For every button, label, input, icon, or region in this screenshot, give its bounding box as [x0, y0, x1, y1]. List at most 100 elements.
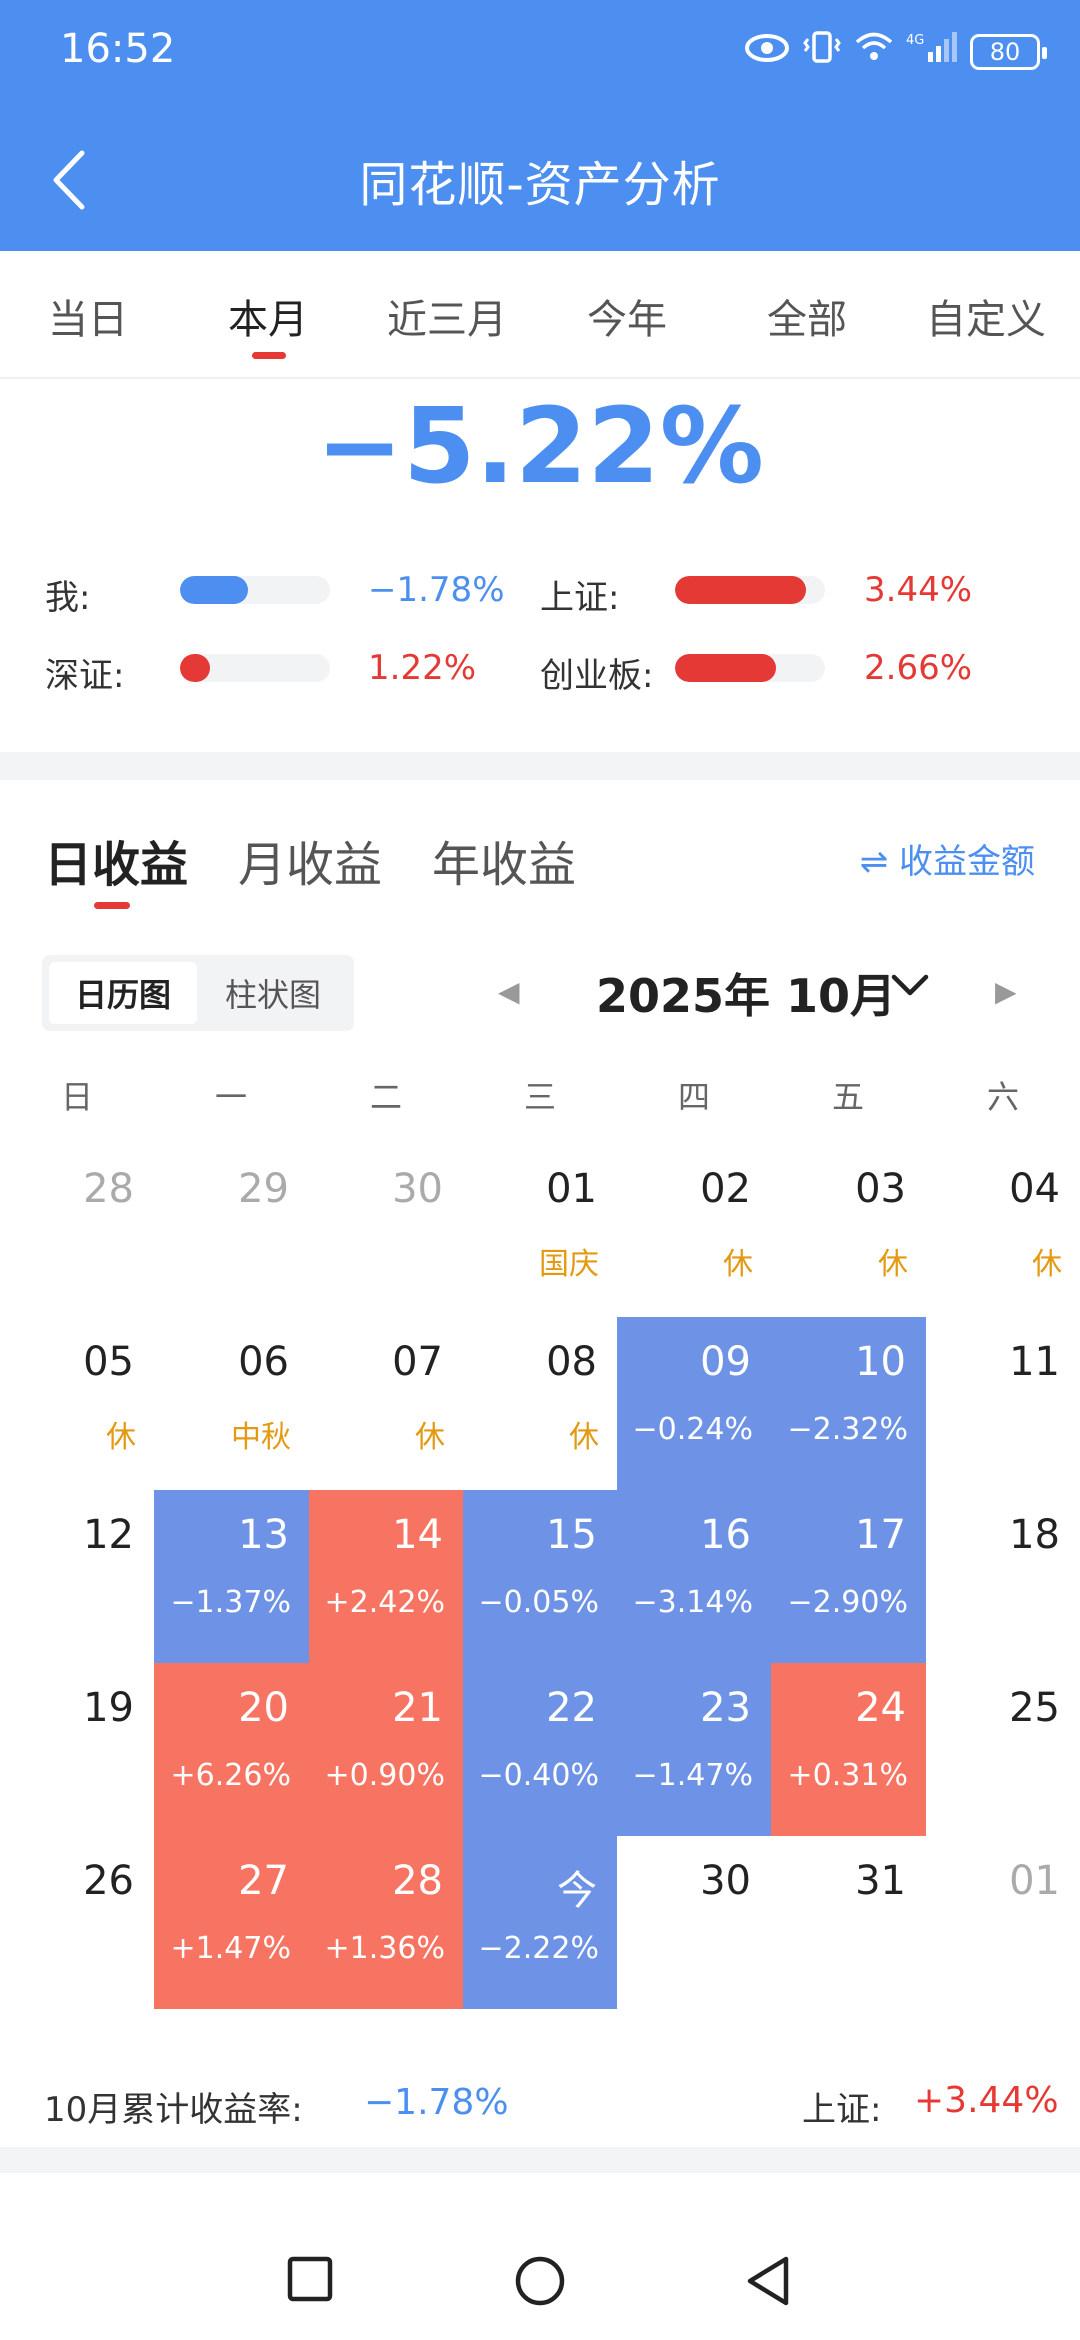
- calendar-day-cell[interactable]: 28 +1.36%: [309, 1836, 463, 2009]
- holiday-label: 中秋: [231, 1420, 291, 1455]
- calendar-day-number: 16: [700, 1512, 751, 1558]
- calendar-day-cell[interactable]: 24 +0.31%: [771, 1663, 926, 1836]
- tab-today[interactable]: 当日: [48, 297, 128, 343]
- tab-custom[interactable]: 自定义: [926, 297, 1046, 343]
- calendar-day-number: 20: [238, 1685, 289, 1731]
- calendar-day-number: 21: [392, 1685, 443, 1731]
- holiday-label: 休: [569, 1420, 599, 1455]
- daily-return: +1.36%: [324, 1931, 445, 1966]
- calendar-day-cell[interactable]: 28: [0, 1144, 154, 1317]
- calendar-day-cell[interactable]: 29: [154, 1144, 309, 1317]
- holiday-label: 休: [1032, 1247, 1062, 1282]
- calendar-day-cell[interactable]: 23 −1.47%: [617, 1663, 771, 1836]
- tab-all[interactable]: 全部: [767, 297, 847, 343]
- calendar-day-cell[interactable]: 06 中秋: [154, 1317, 309, 1490]
- calendar-day-cell[interactable]: 05 休: [0, 1317, 154, 1490]
- status-time: 16:52: [60, 26, 176, 72]
- calendar-day-cell[interactable]: 30: [309, 1144, 463, 1317]
- calendar-day-cell[interactable]: 21 +0.90%: [309, 1663, 463, 1836]
- calendar-day-cell[interactable]: 09 −0.24%: [617, 1317, 771, 1490]
- calendar-day-cell[interactable]: 11: [926, 1317, 1080, 1490]
- cmp-label-chinext: 创业板:: [540, 656, 654, 696]
- weekday-label: 三: [523, 1078, 557, 1116]
- cmp-fill-shanghai: [675, 576, 806, 604]
- calendar-day-cell[interactable]: 14 +2.42%: [309, 1490, 463, 1663]
- holiday-label: 休: [878, 1247, 908, 1282]
- home-icon[interactable]: [514, 2255, 566, 2311]
- calendar-day-cell[interactable]: 20 +6.26%: [154, 1663, 309, 1836]
- cmp-value-chinext: 2.66%: [864, 648, 973, 688]
- weekday-label: 日: [60, 1078, 94, 1116]
- system-nav-bar: [0, 2200, 1080, 2340]
- daily-return: +2.42%: [324, 1585, 445, 1620]
- calendar-day-cell[interactable]: 10 −2.32%: [771, 1317, 926, 1490]
- daily-return: −2.32%: [787, 1412, 908, 1447]
- calendar-day-cell[interactable]: 13 −1.37%: [154, 1490, 309, 1663]
- weekday-label: 五: [831, 1078, 865, 1116]
- calendar-day-cell[interactable]: 16 −3.14%: [617, 1490, 771, 1663]
- calendar-view-button[interactable]: 日历图: [49, 962, 197, 1024]
- calendar-day-number: 09: [700, 1339, 751, 1385]
- cmp-value-shenzhen: 1.22%: [368, 648, 477, 688]
- daily-return: −1.47%: [632, 1758, 753, 1793]
- holiday-label: 休: [415, 1420, 445, 1455]
- tab-this-month[interactable]: 本月: [228, 297, 308, 343]
- vibrate-icon: [802, 30, 842, 73]
- calendar-day-cell[interactable]: 31: [771, 1836, 926, 2009]
- calendar-day-cell[interactable]: 02 休: [617, 1144, 771, 1317]
- weekday-label: 二: [369, 1078, 403, 1116]
- recents-icon[interactable]: [286, 2255, 334, 2307]
- cmp-value-shanghai: 3.44%: [864, 570, 973, 610]
- back-nav-icon[interactable]: [744, 2255, 792, 2311]
- calendar-day-number: 今: [557, 1868, 597, 1914]
- calendar-day-cell[interactable]: 今 −2.22%: [463, 1836, 617, 2009]
- calendar-day-cell[interactable]: 22 −0.40%: [463, 1663, 617, 1836]
- daily-return: −2.90%: [787, 1585, 908, 1620]
- tab-monthly-earnings[interactable]: 月收益: [238, 837, 383, 893]
- calendar-day-number: 31: [855, 1858, 906, 1904]
- calendar-day-number: 08: [546, 1339, 597, 1385]
- calendar-day-number: 19: [83, 1685, 134, 1731]
- next-month-icon[interactable]: ▶: [995, 975, 1017, 1008]
- active-tab-indicator: [252, 352, 286, 359]
- prev-month-icon[interactable]: ◀: [498, 975, 520, 1008]
- back-button[interactable]: [40, 140, 100, 220]
- section-divider: [0, 752, 1080, 780]
- calendar-day-number: 10: [855, 1339, 906, 1385]
- calendar-day-number: 14: [392, 1512, 443, 1558]
- calendar-day-cell[interactable]: 07 休: [309, 1317, 463, 1490]
- weekday-label: 一: [214, 1078, 248, 1116]
- calendar-day-cell[interactable]: 03 休: [771, 1144, 926, 1317]
- calendar-day-cell[interactable]: 25: [926, 1663, 1080, 1836]
- earnings-amount-toggle[interactable]: ⇌ 收益金额: [859, 842, 1035, 882]
- calendar-day-cell[interactable]: 30: [617, 1836, 771, 2009]
- earnings-tab-indicator: [94, 902, 130, 909]
- chevron-down-icon[interactable]: [890, 972, 930, 1002]
- tab-daily-earnings[interactable]: 日收益: [44, 837, 189, 893]
- daily-return: +1.47%: [170, 1931, 291, 1966]
- calendar-day-cell[interactable]: 18: [926, 1490, 1080, 1663]
- calendar-day-number: 03: [855, 1166, 906, 1212]
- month-label[interactable]: 2025年 10月: [596, 969, 897, 1023]
- calendar-day-cell[interactable]: 26: [0, 1836, 154, 2009]
- calendar-day-cell[interactable]: 17 −2.90%: [771, 1490, 926, 1663]
- cmp-label-shenzhen: 深证:: [45, 656, 125, 696]
- holiday-label: 休: [723, 1247, 753, 1282]
- period-return: −5.22%: [316, 385, 764, 507]
- calendar-day-cell[interactable]: 27 +1.47%: [154, 1836, 309, 2009]
- tab-yearly-earnings[interactable]: 年收益: [432, 837, 577, 893]
- calendar-day-cell[interactable]: 15 −0.05%: [463, 1490, 617, 1663]
- calendar-day-number: 28: [83, 1166, 134, 1212]
- calendar-day-cell[interactable]: 19: [0, 1663, 154, 1836]
- calendar-day-cell[interactable]: 01: [926, 1836, 1080, 2009]
- tab-three-months[interactable]: 近三月: [387, 297, 507, 343]
- bar-view-button[interactable]: 柱状图: [224, 976, 321, 1014]
- calendar-day-cell[interactable]: 08 休: [463, 1317, 617, 1490]
- calendar-day-cell[interactable]: 04 休: [926, 1144, 1080, 1317]
- calendar-day-number: 25: [1009, 1685, 1060, 1731]
- daily-return: −2.22%: [478, 1931, 599, 1966]
- calendar-day-cell[interactable]: 12: [0, 1490, 154, 1663]
- tab-this-year[interactable]: 今年: [587, 297, 667, 343]
- calendar-day-cell[interactable]: 01 国庆: [463, 1144, 617, 1317]
- cmp-fill-chinext: [675, 654, 776, 682]
